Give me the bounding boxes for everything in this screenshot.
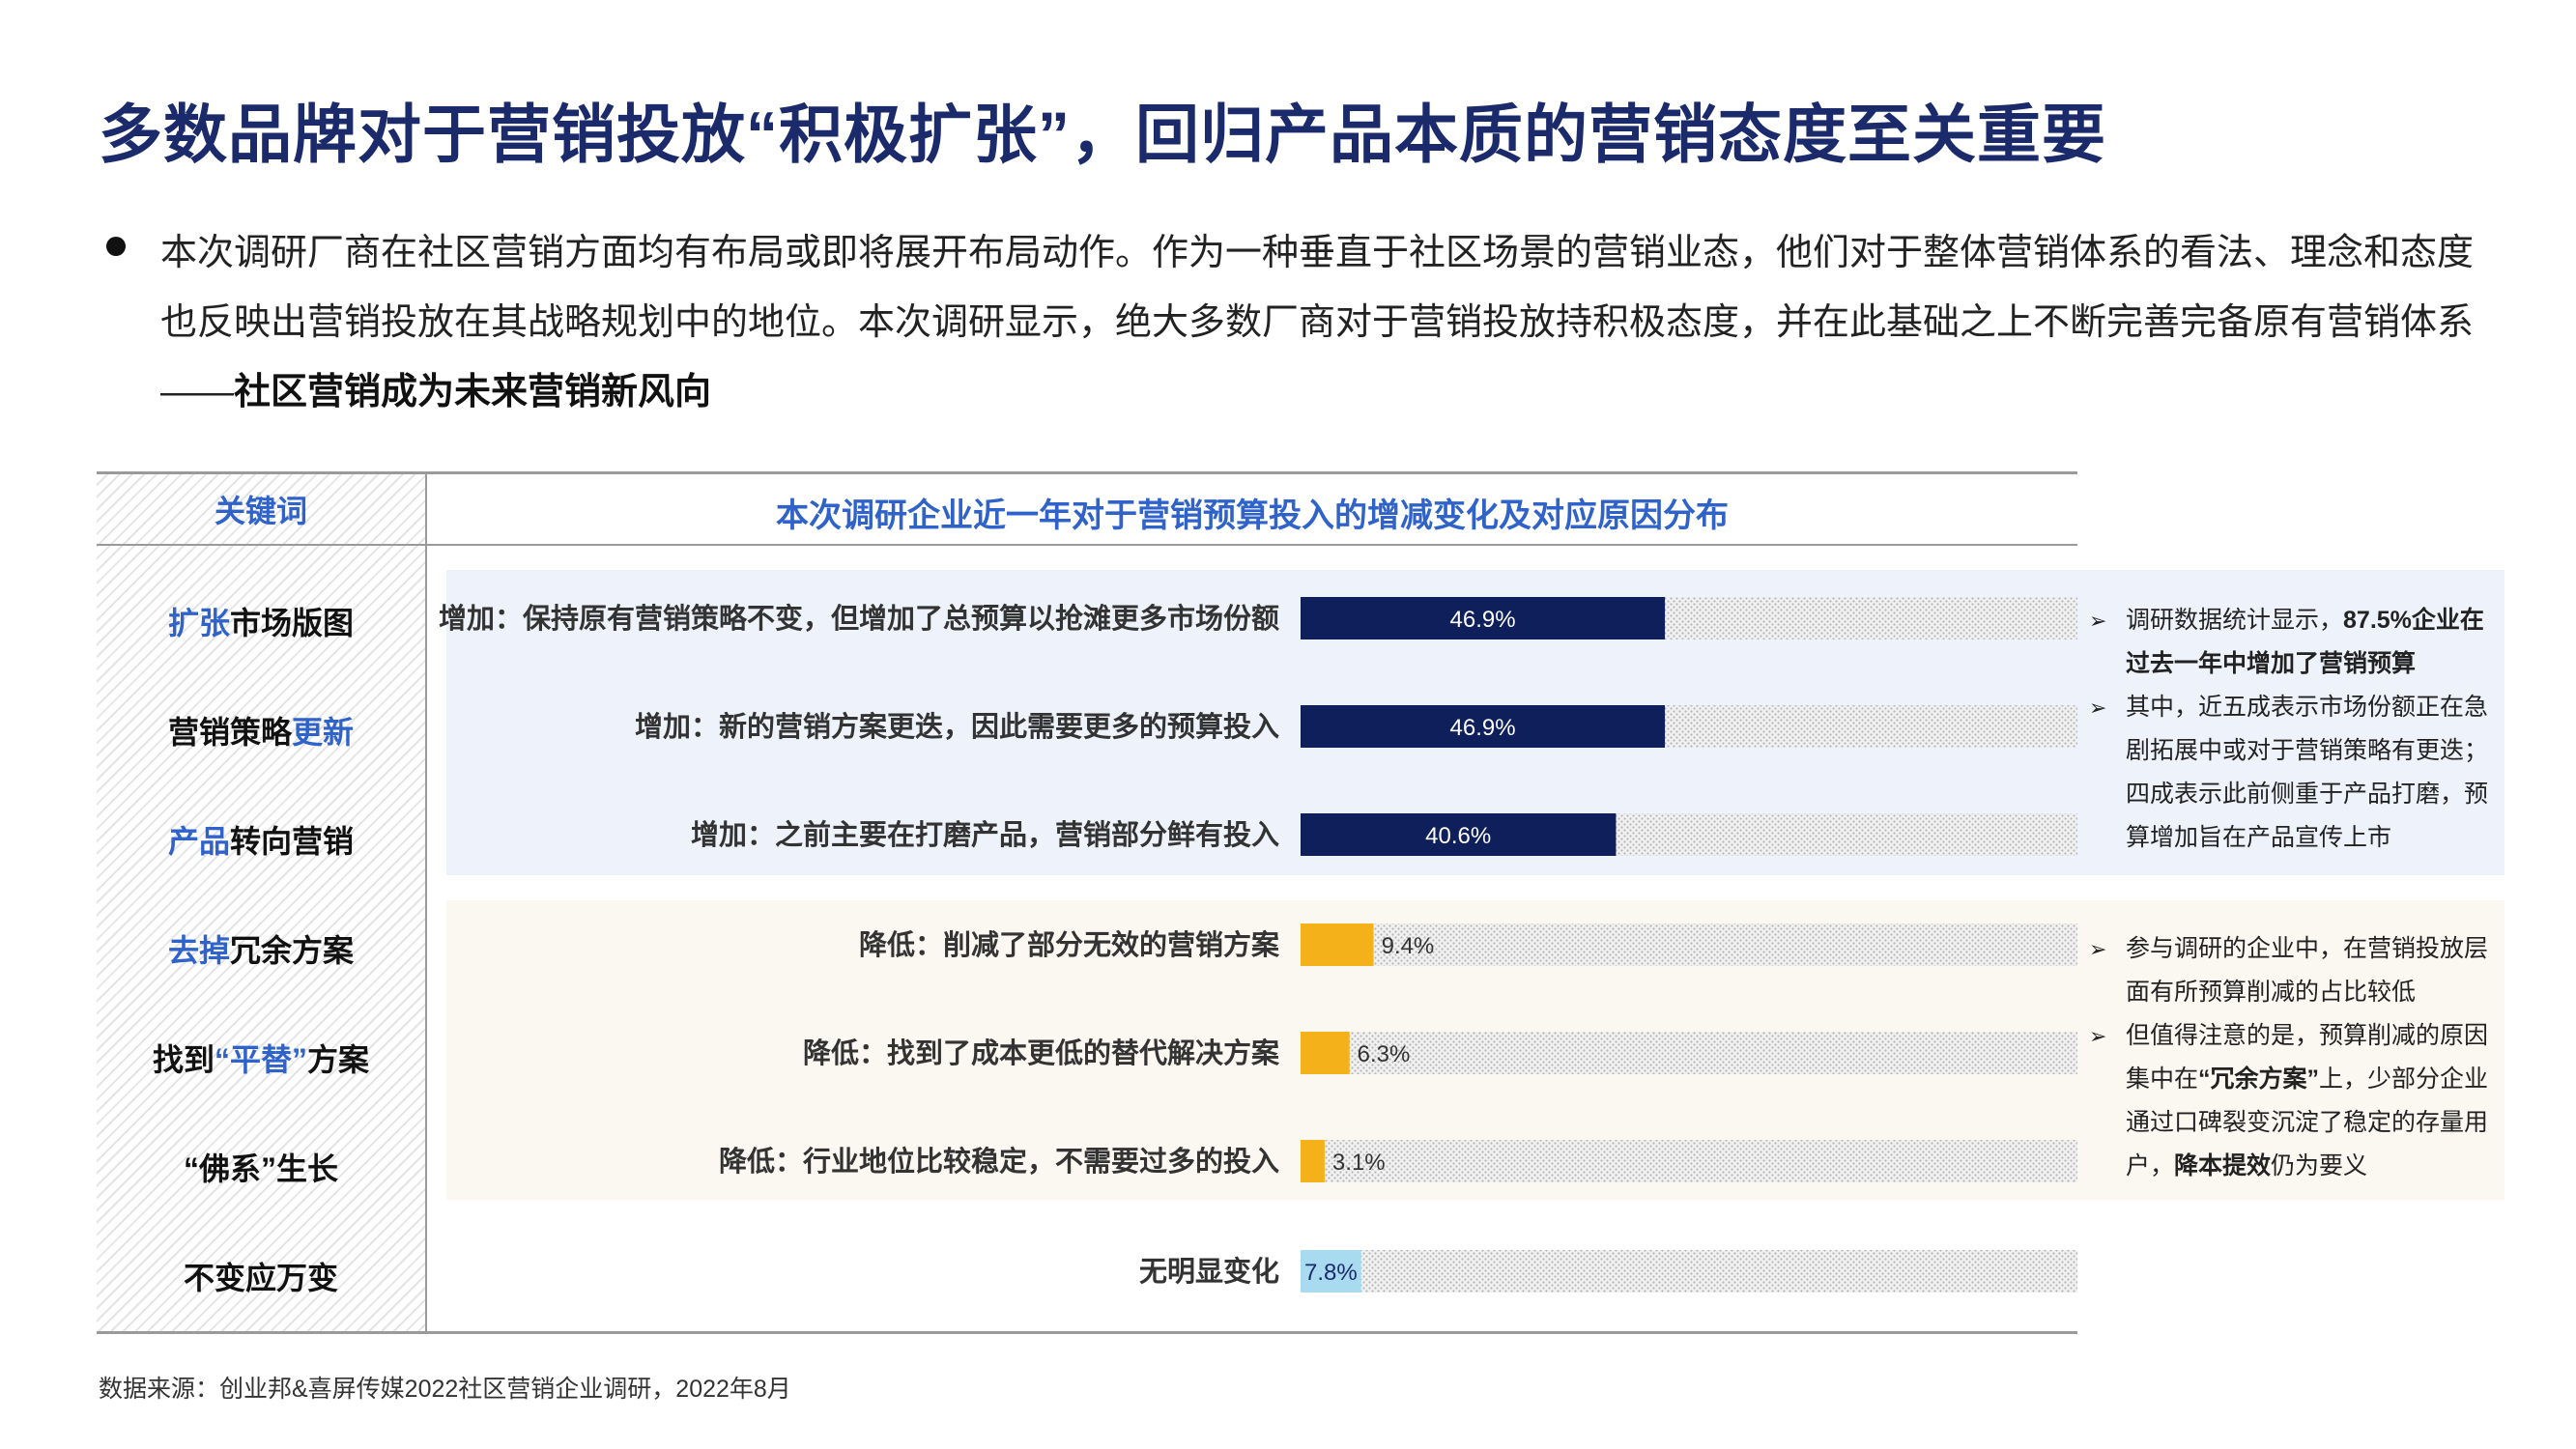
value-label-7: 7.8% [1304, 1260, 1358, 1286]
decrease-notes: ➢ 参与调研的企业中，在营销投放层面有所预算削减的占比较低 ➢ 但值得注意的是，预算… [2089, 927, 2495, 1188]
note-decrease-2: ➢ 但值得注意的是，预算削减的原因集中在“冗余方案”上，少部分企业通过口碑裂变沉淀… [2089, 1014, 2495, 1188]
bar-5 [1301, 1032, 1350, 1074]
value-label-1: 46.9% [1450, 607, 1516, 633]
keyword-4-rest: 冗余方案 [230, 933, 355, 968]
keyword-1: 扩张市场版图 [97, 599, 425, 643]
arrow-icon: ➢ [2089, 1024, 2107, 1048]
keyword-5-post: 方案 [307, 1042, 370, 1077]
keyword-4-highlight: 去掉 [167, 933, 230, 968]
value-label-6: 3.1% [1332, 1150, 1386, 1176]
keyword-2-highlight: 更新 [292, 715, 355, 750]
category-label-2: 增加：新的营销方案更迭，因此需要更多的预算投入 [635, 710, 1279, 743]
table-header-rule [97, 544, 2077, 546]
value-label-2: 46.9% [1450, 715, 1516, 741]
bar-7 [1301, 1250, 1361, 1293]
bar-track-7 [1301, 1250, 2077, 1293]
arrow-icon: ➢ [2089, 937, 2107, 961]
page-title: 多数品牌对于营销投放“积极扩张”，回归产品本质的营销态度至关重要 [99, 99, 2106, 170]
value-label-5: 6.3% [1358, 1041, 1411, 1067]
category-label-3: 增加：之前主要在打磨产品，营销部分鲜有投入 [691, 818, 1279, 851]
note-bold: 87.5%企业在过去一年中增加了营销预算 [2126, 607, 2484, 677]
bar-1 [1301, 597, 1666, 639]
note-text: 参与调研的企业中，在营销投放层面有所预算削减的占比较低 [2126, 935, 2489, 1006]
bar-track-5 [1301, 1032, 2077, 1074]
note-increase-1: ➢ 调研数据统计显示，87.5%企业在过去一年中增加了营销预算 [2089, 599, 2495, 686]
category-label-6: 降低：行业地位比较稳定，不需要过多的投入 [719, 1145, 1279, 1178]
bar-track-4 [1301, 923, 2077, 966]
keyword-5: 找到“平替”方案 [97, 1036, 425, 1080]
note-text: 但值得注意的是，预算削减的原因集中在 [2126, 1022, 2489, 1093]
chart-title: 本次调研企业近一年对于营销预算投入的增减变化及对应原因分布 [776, 497, 1729, 534]
bar-4 [1301, 923, 1374, 966]
note-bold-2: 降本提效 [2174, 1152, 2272, 1179]
note-bold: “冗余方案” [2198, 1065, 2320, 1093]
category-label-1: 增加：保持原有营销策略不变，但增加了总预算以抢滩更多市场份额 [439, 602, 1279, 635]
keyword-7: 不变应万变 [183, 1261, 338, 1295]
keyword-header: 关键词 [214, 494, 307, 528]
note-tail: 上，少部分企业通过口碑裂变沉淀了稳定的存量用户， [2126, 1065, 2489, 1179]
note-tail-2: 仍为要义 [2271, 1152, 2368, 1179]
category-label-5: 降低：找到了成本更低的替代解决方案 [803, 1037, 1280, 1069]
arrow-icon: ➢ [2089, 696, 2107, 720]
table-top-rule [97, 471, 2077, 474]
keyword-3-highlight: 产品 [167, 824, 230, 859]
value-label-4: 9.4% [1382, 933, 1435, 959]
value-label-3: 40.6% [1425, 823, 1491, 849]
keyword-3: 产品转向营销 [97, 817, 425, 862]
bar-track-6 [1301, 1140, 2077, 1182]
intro-text: 本次调研厂商在社区营销方面均有布局或即将展开布局动作。作为一种垂直于社区场景的营… [160, 233, 2475, 412]
note-text: 调研数据统计显示， [2126, 607, 2344, 634]
bullet-dot [106, 237, 126, 256]
category-label-4: 降低：削减了部分无效的营销方案 [859, 928, 1280, 961]
increase-notes: ➢ 调研数据统计显示，87.5%企业在过去一年中增加了营销预算 ➢ 其中，近五成表示… [2089, 599, 2495, 860]
keyword-column-bg [97, 471, 425, 1333]
bar-3 [1301, 813, 1617, 856]
category-label-7: 无明显变化 [1139, 1255, 1279, 1288]
keyword-2-rest: 营销策略 [167, 715, 292, 750]
note-increase-2: ➢ 其中，近五成表示市场份额正在急剧拓展中或对于营销策略有更迭；四成表示此前侧重于… [2089, 686, 2495, 860]
keyword-4: 去掉冗余方案 [97, 926, 425, 971]
keyword-6: “佛系”生长 [183, 1151, 338, 1186]
note-decrease-1: ➢ 参与调研的企业中，在营销投放层面有所预算削减的占比较低 [2089, 927, 2495, 1014]
keyword-5-pre: 找到 [152, 1042, 215, 1077]
keyword-5-highlight: “平替” [214, 1042, 307, 1077]
arrow-icon: ➢ [2089, 609, 2107, 633]
column-separator [425, 471, 427, 1333]
keyword-1-rest: 市场版图 [230, 606, 355, 640]
keyword-2: 营销策略更新 [97, 708, 425, 753]
keyword-1-highlight: 扩张 [167, 606, 230, 640]
bar-6 [1301, 1140, 1325, 1182]
table-bottom-rule [97, 1331, 2077, 1334]
data-source: 数据来源：创业邦&喜屏传媒2022社区营销企业调研，2022年8月 [99, 1376, 791, 1403]
keyword-3-rest: 转向营销 [230, 824, 355, 859]
intro-paragraph: 本次调研厂商在社区营销方面均有布局或即将展开布局动作。作为一种垂直于社区场景的营… [160, 218, 2499, 427]
bar-2 [1301, 705, 1666, 748]
intro-bold: 社区营销成为未来营销新风向 [234, 372, 712, 412]
note-text: 其中，近五成表示市场份额正在急剧拓展中或对于营销策略有更迭；四成表示此前侧重于产… [2126, 694, 2489, 851]
